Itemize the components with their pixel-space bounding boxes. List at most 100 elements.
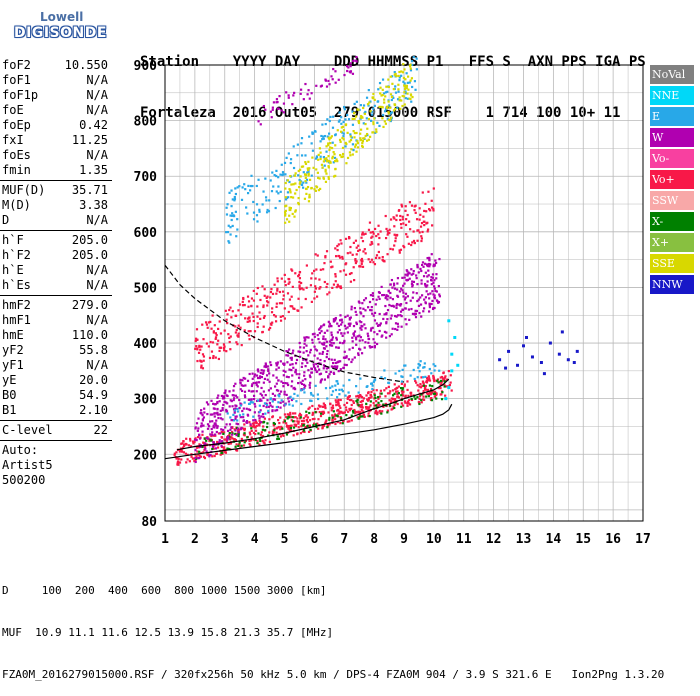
echo-point: [208, 439, 211, 442]
echo-point: [314, 368, 317, 372]
echo-point: [334, 133, 337, 136]
echo-point: [289, 413, 292, 416]
echo-point: [307, 174, 310, 177]
echo-point: [302, 171, 305, 174]
echo-point: [393, 383, 396, 386]
echo-point: [263, 288, 266, 291]
echo-point: [298, 341, 301, 345]
echo-point: [347, 358, 351, 361]
echo-point: [389, 218, 393, 221]
echo-point: [358, 320, 362, 323]
echo-point: [363, 415, 366, 419]
echo-point: [324, 122, 327, 126]
echo-point: [287, 282, 290, 285]
echo-point: [334, 167, 337, 171]
echo-point: [279, 173, 282, 176]
echo-point: [437, 284, 440, 288]
echo-point: [253, 330, 257, 333]
echo-point: [263, 365, 267, 368]
echo-point: [368, 345, 371, 348]
echo-point: [258, 376, 261, 380]
echo-point: [257, 370, 260, 373]
echo-point: [438, 295, 441, 298]
echo-point: [440, 375, 444, 379]
echo-point: [237, 324, 240, 327]
echo-point: [334, 422, 337, 426]
echo-point: [275, 376, 278, 379]
echo-point: [314, 189, 317, 193]
echo-point: [310, 92, 313, 95]
echo-point: [311, 341, 314, 344]
echo-point: [404, 92, 408, 95]
echo-point: [361, 415, 364, 418]
echo-point: [396, 233, 399, 237]
echo-point: [210, 350, 214, 353]
echo-point: [363, 299, 366, 302]
echo-point: [287, 383, 290, 387]
x-tick-label: 9: [400, 532, 408, 547]
echo-point: [239, 388, 242, 391]
echo-point: [292, 420, 295, 423]
echo-point: [211, 433, 214, 437]
echo-point: [354, 143, 357, 146]
echo-point: [338, 119, 341, 122]
echo-point: [259, 317, 262, 320]
echo-point: [380, 376, 383, 379]
echo-point: [281, 173, 284, 177]
echo-point: [369, 243, 372, 246]
echo-point: [288, 403, 291, 406]
echo-point: [427, 395, 430, 398]
echo-point: [336, 400, 340, 403]
footer-distance: D 100 200 400 600 800 1000 1500 3000 [km…: [2, 584, 327, 597]
echo-point: [367, 398, 370, 401]
echo-point: [241, 186, 244, 189]
echo-point: [303, 197, 307, 200]
echo-point: [329, 402, 332, 405]
echo-point: [195, 328, 199, 331]
echo-point: [400, 74, 403, 77]
echo-point: [275, 382, 278, 385]
echo-point: [300, 287, 303, 290]
param-label: h`F: [2, 233, 24, 247]
echo-point: [267, 409, 270, 412]
echo-point: [224, 389, 227, 392]
echo-point: [313, 297, 316, 300]
echo-point: [350, 272, 353, 275]
echo-point: [404, 273, 407, 276]
echo-point: [406, 278, 410, 282]
echo-point: [345, 356, 348, 359]
echo-point: [281, 171, 285, 174]
echo-point-nnw: [575, 349, 579, 353]
echo-point: [409, 394, 413, 397]
echo-point: [398, 99, 401, 102]
echo-point: [324, 338, 327, 341]
echo-point: [391, 248, 395, 251]
echo-point: [185, 437, 188, 440]
echo-point: [300, 402, 303, 406]
param-label: C-level: [2, 423, 53, 437]
echo-point: [248, 421, 251, 424]
echo-point: [297, 169, 300, 173]
echo-point: [370, 236, 373, 239]
echo-point: [306, 167, 309, 170]
echo-point: [345, 363, 348, 367]
echo-point: [343, 350, 346, 353]
echo-point: [355, 253, 358, 256]
echo-point: [231, 224, 234, 228]
echo-point: [266, 208, 269, 212]
echo-point: [405, 301, 408, 305]
echo-point: [337, 254, 340, 258]
echo-point: [298, 185, 301, 189]
echo-point: [312, 365, 316, 368]
echo-point: [428, 302, 431, 305]
echo-point: [277, 437, 281, 440]
echo-point: [372, 314, 375, 317]
echo-point: [303, 374, 306, 377]
echo-point: [286, 350, 289, 353]
echo-point: [247, 389, 251, 392]
echo-point: [336, 331, 339, 334]
echo-point: [348, 398, 352, 402]
echo-point: [327, 375, 330, 378]
echo-point: [365, 406, 369, 409]
echo-point: [255, 424, 258, 427]
